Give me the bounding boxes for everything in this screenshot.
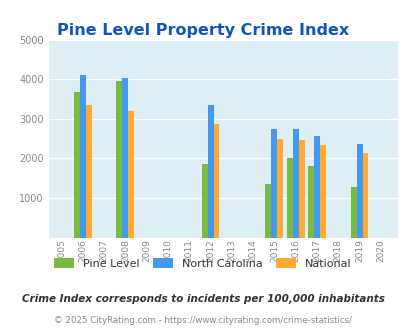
Text: © 2025 CityRating.com - https://www.cityrating.com/crime-statistics/: © 2025 CityRating.com - https://www.city… [54, 316, 351, 325]
Text: Crime Index corresponds to incidents per 100,000 inhabitants: Crime Index corresponds to incidents per… [21, 294, 384, 304]
Bar [116, 81, 122, 238]
Bar [319, 145, 325, 238]
Bar [356, 144, 362, 238]
Legend: Pine Level, North Carolina, National: Pine Level, North Carolina, National [50, 253, 355, 273]
Bar [201, 164, 207, 238]
Bar [122, 78, 128, 238]
Bar [307, 166, 313, 238]
Bar [265, 184, 271, 238]
Bar [213, 124, 219, 238]
Bar [85, 105, 92, 238]
Bar [80, 75, 85, 238]
Bar [292, 129, 298, 238]
Bar [277, 139, 283, 238]
Bar [74, 92, 80, 238]
Bar [350, 187, 356, 238]
Text: Pine Level Property Crime Index: Pine Level Property Crime Index [57, 23, 348, 38]
Bar [271, 129, 277, 238]
Bar [362, 153, 368, 238]
Bar [286, 158, 292, 238]
Bar [298, 140, 304, 238]
Bar [128, 111, 134, 238]
Bar [313, 136, 319, 238]
Bar [207, 105, 213, 238]
